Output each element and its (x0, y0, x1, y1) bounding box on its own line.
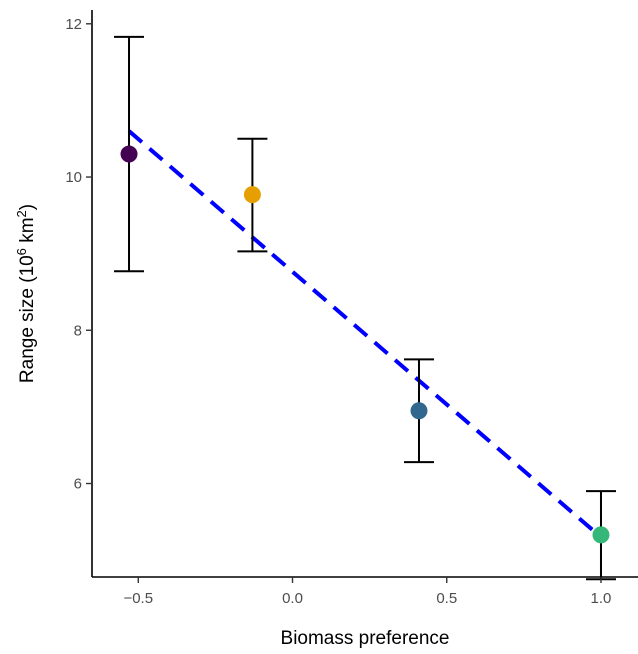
x-tick-label: 0.0 (282, 590, 303, 607)
trend-line (127, 129, 603, 539)
data-point (592, 526, 610, 544)
y-tick-label: 10 (65, 169, 82, 186)
y-axis-title-sup-1: 6 (14, 248, 29, 255)
y-tick-label: 8 (74, 322, 82, 339)
y-axis-title-suffix: ) (17, 204, 38, 210)
y-axis-title-sup-2: 2 (14, 210, 29, 217)
data-point (120, 145, 138, 163)
data-point (243, 186, 261, 204)
plot-area (114, 35, 616, 581)
x-axis-title: Biomass preference (281, 628, 450, 649)
x-tick-label: −0.5 (123, 590, 153, 607)
y-axis-title: Range size (106 km2) (14, 204, 39, 383)
x-axis-ticks: −0.5 0.0 0.5 1.0 (123, 577, 611, 607)
y-axis-ticks: 6 8 10 12 (65, 16, 92, 493)
data-point (410, 402, 428, 420)
y-axis-title-middle: km (17, 217, 38, 248)
y-tick-label: 12 (65, 16, 82, 33)
x-tick-label: 0.5 (436, 590, 457, 607)
x-tick-label: 1.0 (591, 590, 612, 607)
y-tick-label: 6 (74, 476, 82, 493)
y-axis-title-prefix: Range size (10 (17, 255, 38, 383)
